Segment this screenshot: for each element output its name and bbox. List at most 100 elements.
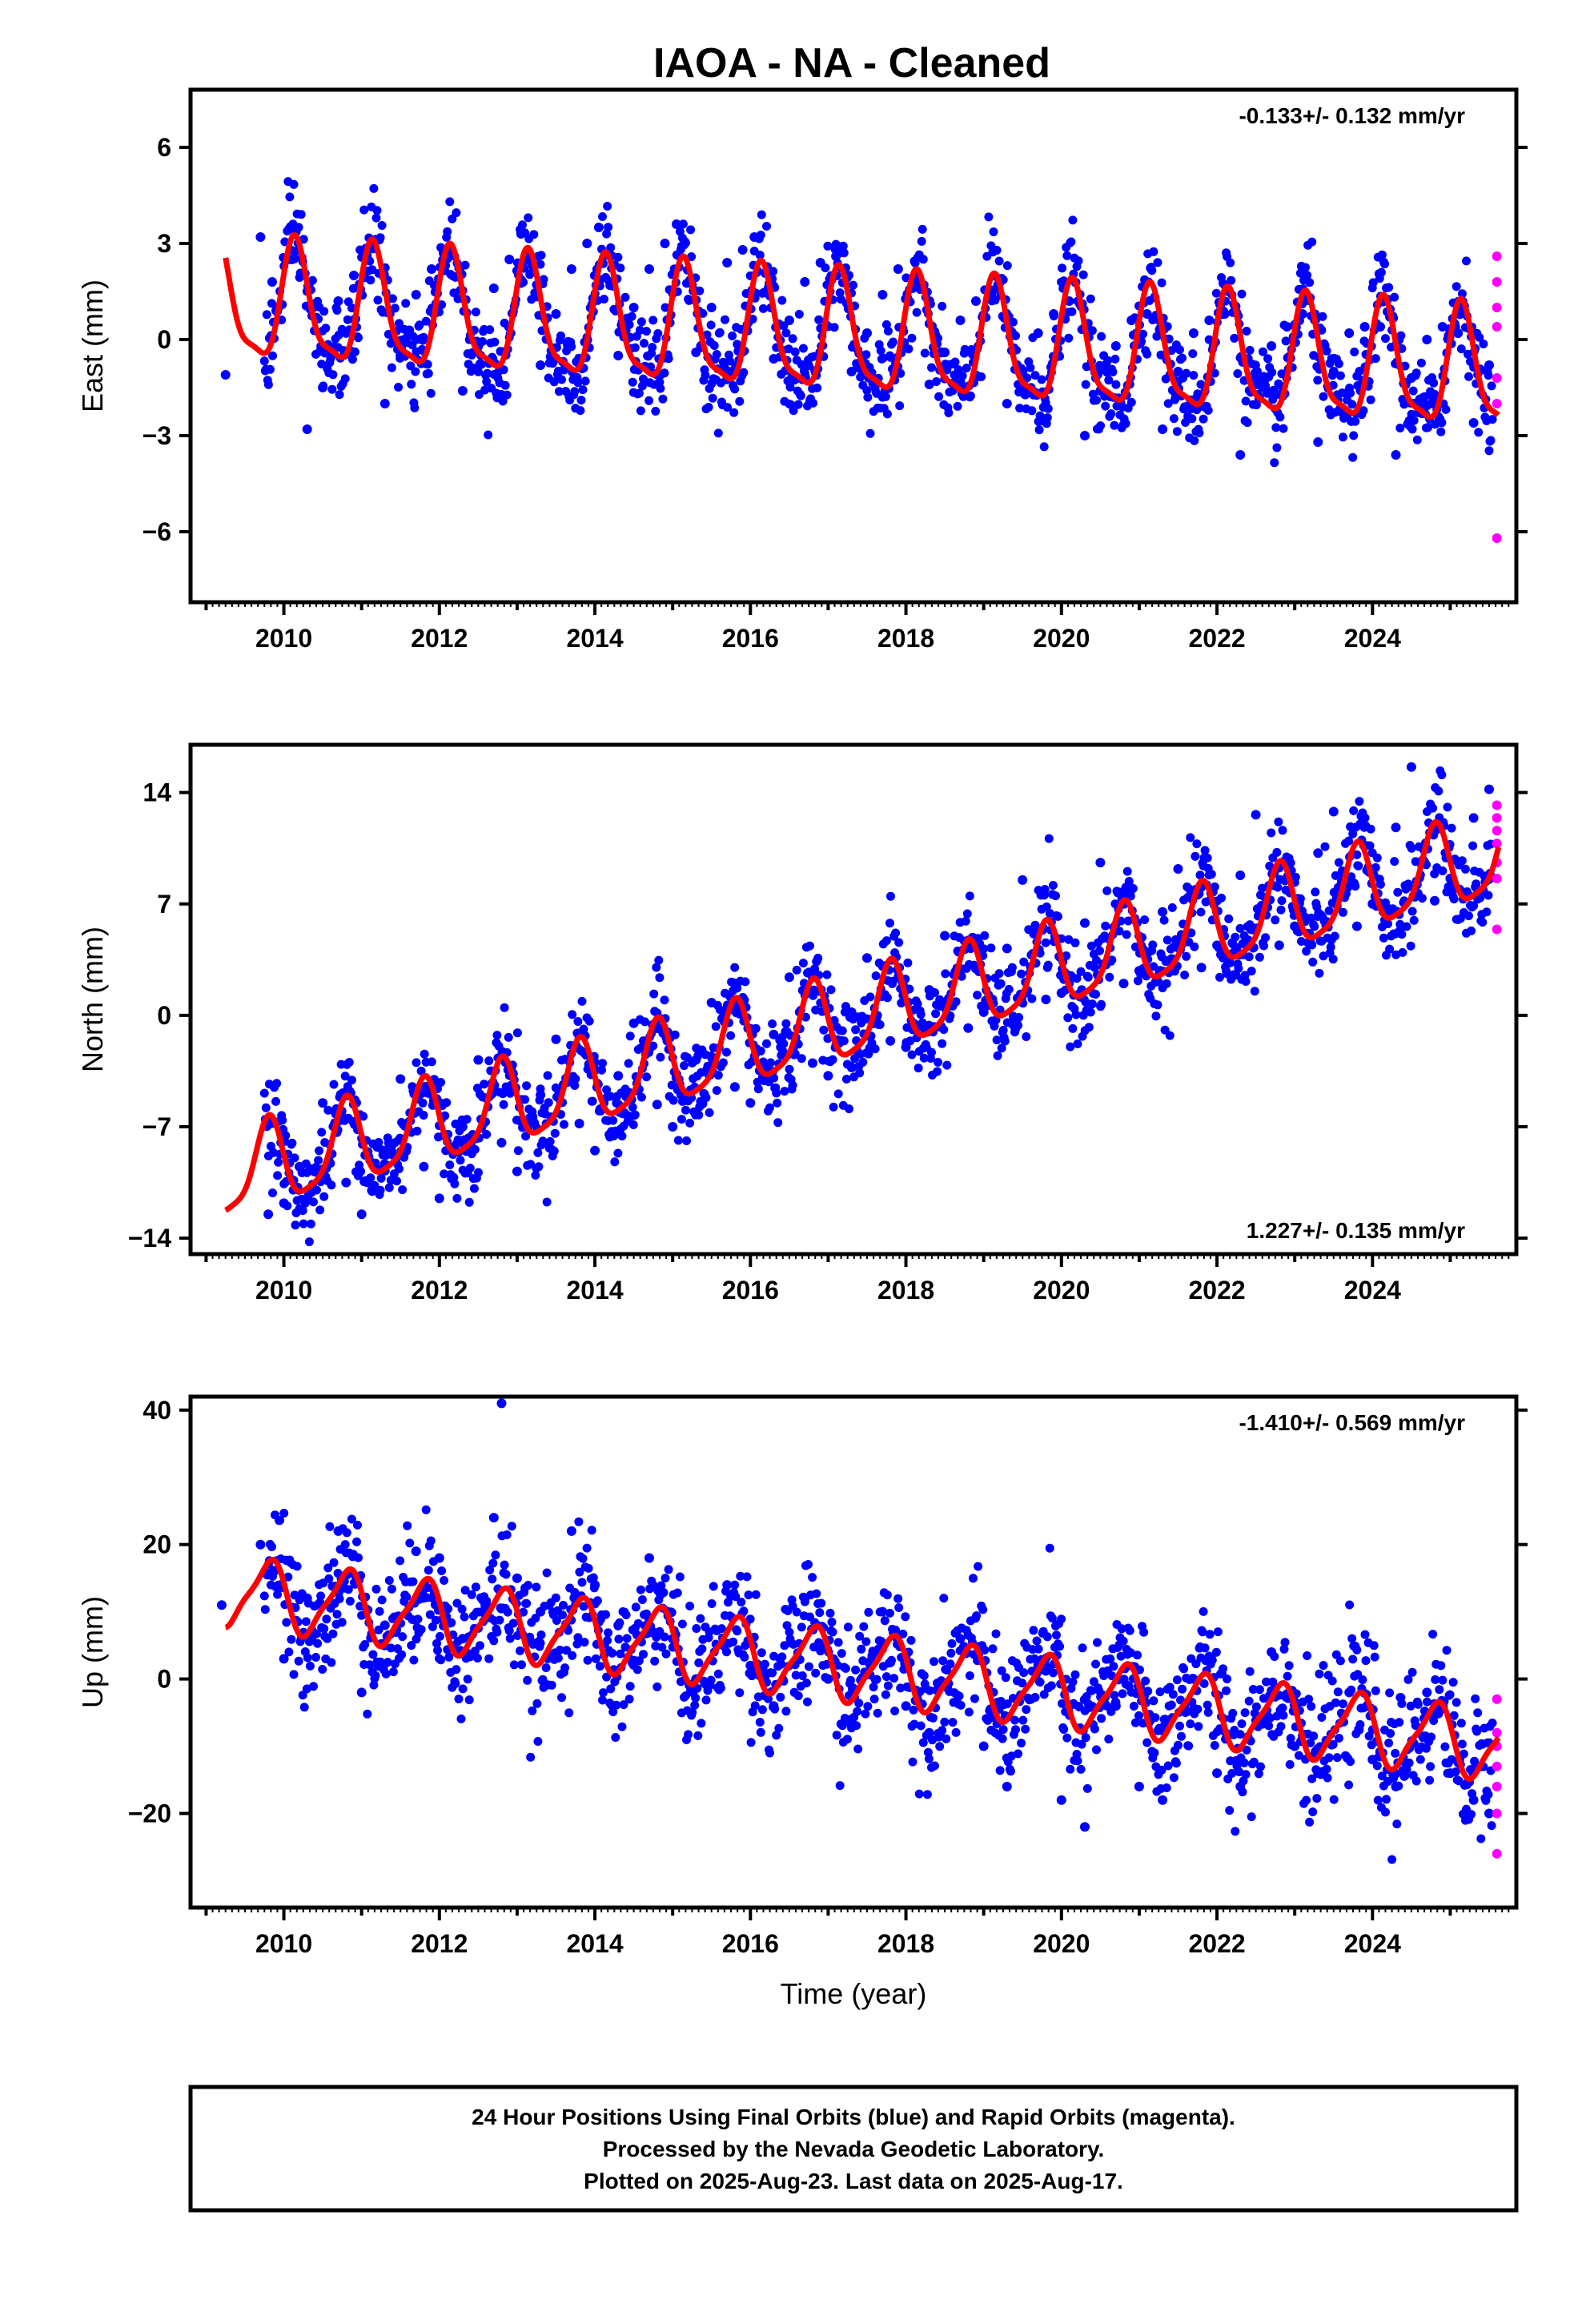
data-point bbox=[401, 299, 411, 308]
final-point bbox=[488, 283, 499, 293]
data-point bbox=[1361, 1656, 1371, 1666]
data-point bbox=[398, 1632, 408, 1642]
data-point bbox=[889, 337, 897, 347]
final-point bbox=[613, 1071, 624, 1081]
data-point bbox=[753, 1084, 763, 1094]
final-point bbox=[1430, 895, 1439, 906]
data-point bbox=[601, 1610, 611, 1619]
data-point bbox=[600, 295, 608, 304]
data-point bbox=[437, 300, 447, 309]
data-point bbox=[828, 1055, 837, 1064]
data-point bbox=[1180, 971, 1190, 979]
data-point bbox=[1092, 1745, 1101, 1755]
y-tick-label: −7 bbox=[143, 1112, 171, 1141]
data-point bbox=[457, 1604, 467, 1614]
data-point bbox=[1264, 1721, 1274, 1731]
data-point bbox=[862, 386, 872, 395]
data-point bbox=[1322, 346, 1331, 356]
data-point bbox=[773, 1098, 782, 1108]
data-point bbox=[1043, 404, 1053, 413]
data-point bbox=[500, 1003, 509, 1012]
data-point bbox=[1438, 866, 1447, 875]
data-point bbox=[371, 1671, 380, 1680]
data-point bbox=[669, 1096, 678, 1105]
data-point bbox=[447, 1618, 456, 1627]
final-point bbox=[295, 1161, 304, 1172]
data-point bbox=[1122, 866, 1132, 876]
data-point bbox=[268, 351, 277, 360]
data-point bbox=[1039, 442, 1049, 452]
final-point bbox=[379, 399, 390, 408]
data-point bbox=[863, 392, 873, 402]
data-point bbox=[309, 1682, 318, 1691]
x-tick-label: 2016 bbox=[722, 1276, 779, 1305]
data-point bbox=[1308, 1807, 1318, 1816]
final-point bbox=[512, 1166, 522, 1176]
data-point bbox=[1245, 1667, 1255, 1676]
data-point bbox=[951, 1727, 961, 1737]
data-point bbox=[698, 308, 708, 318]
data-point bbox=[1162, 935, 1172, 945]
data-point bbox=[1043, 960, 1053, 970]
data-point bbox=[1149, 1696, 1158, 1706]
data-point bbox=[797, 1054, 806, 1063]
data-point bbox=[353, 1520, 362, 1530]
y-tick-label: −6 bbox=[143, 517, 171, 546]
data-point bbox=[613, 1148, 623, 1158]
data-point bbox=[912, 308, 921, 317]
data-point bbox=[573, 378, 583, 388]
data-point bbox=[580, 1638, 589, 1647]
final-point bbox=[1391, 822, 1401, 833]
data-point bbox=[464, 1695, 474, 1705]
data-point bbox=[673, 1588, 682, 1598]
data-point bbox=[1045, 1543, 1054, 1553]
data-point bbox=[604, 223, 613, 232]
final-point bbox=[901, 1042, 911, 1052]
data-point bbox=[1247, 967, 1256, 976]
data-point bbox=[873, 1708, 882, 1718]
final-point bbox=[1041, 995, 1051, 1004]
data-point bbox=[932, 377, 942, 386]
data-point bbox=[384, 1183, 394, 1192]
data-point bbox=[545, 1136, 555, 1146]
data-point bbox=[1143, 1687, 1153, 1696]
data-point bbox=[405, 1538, 415, 1548]
data-point bbox=[551, 1593, 560, 1602]
data-point bbox=[592, 1596, 602, 1606]
data-point bbox=[777, 296, 787, 305]
north-y-axis-title: North (mm) bbox=[76, 927, 109, 1072]
data-point bbox=[1366, 824, 1375, 834]
data-point bbox=[826, 985, 836, 995]
data-point bbox=[661, 1574, 670, 1582]
data-point bbox=[788, 334, 797, 344]
data-point bbox=[1168, 1690, 1178, 1699]
data-point bbox=[881, 392, 890, 401]
data-point bbox=[1011, 1725, 1020, 1735]
data-point bbox=[677, 1115, 686, 1124]
final-point bbox=[737, 245, 748, 255]
data-point bbox=[1042, 413, 1052, 423]
data-point bbox=[1210, 1741, 1219, 1750]
data-point bbox=[372, 206, 382, 215]
final-point bbox=[628, 1018, 639, 1028]
data-point bbox=[1142, 1738, 1152, 1747]
data-point bbox=[1231, 932, 1240, 942]
data-point bbox=[889, 1674, 899, 1683]
final-point bbox=[473, 1055, 484, 1065]
data-point bbox=[1207, 870, 1216, 879]
data-point bbox=[1276, 1722, 1286, 1731]
data-point bbox=[1001, 1673, 1010, 1683]
data-point bbox=[1281, 336, 1291, 346]
data-point bbox=[556, 331, 565, 340]
data-point bbox=[881, 936, 891, 946]
rapid-point bbox=[1492, 277, 1502, 287]
data-point bbox=[315, 1205, 325, 1215]
data-point bbox=[1121, 419, 1130, 428]
data-point bbox=[335, 390, 344, 400]
data-point bbox=[768, 1019, 777, 1028]
data-point bbox=[472, 1654, 482, 1663]
data-point bbox=[760, 1659, 769, 1669]
data-point bbox=[499, 1100, 508, 1109]
data-point bbox=[522, 1598, 532, 1608]
data-point bbox=[851, 1025, 861, 1035]
